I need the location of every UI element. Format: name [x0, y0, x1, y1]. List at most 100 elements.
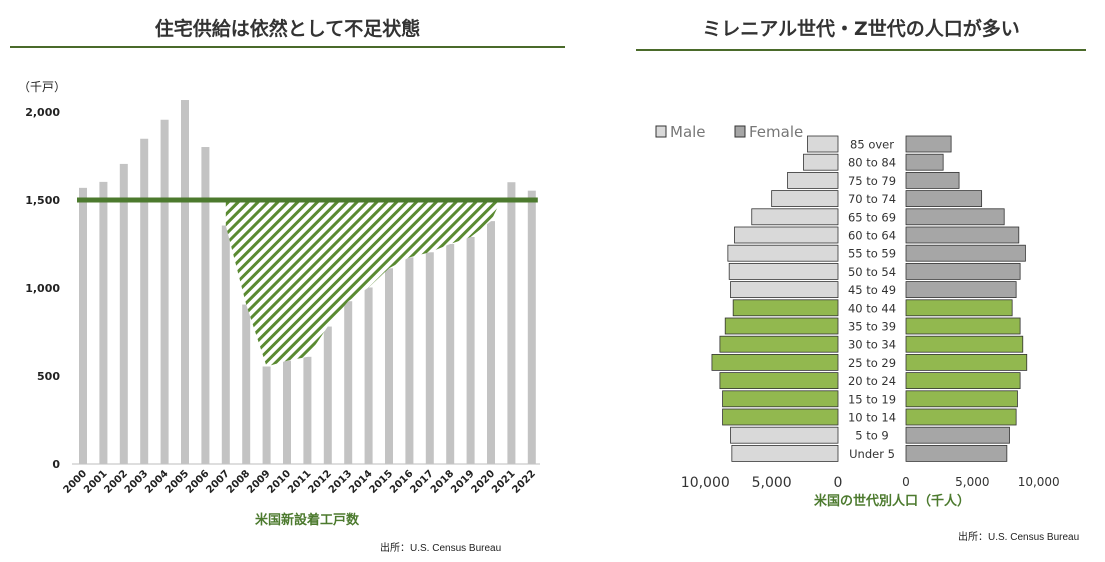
bar-2011 — [303, 356, 312, 464]
y-unit-label: （千戸） — [18, 80, 66, 94]
bar-2013 — [344, 301, 353, 464]
bar-2001 — [99, 181, 108, 464]
age-group-label: 85 over — [850, 138, 894, 152]
bar-2015 — [385, 268, 393, 464]
female-bar — [905, 299, 1013, 317]
bar-2008 — [242, 304, 251, 464]
male-bar — [731, 444, 839, 462]
legend-male-label: Male — [670, 123, 706, 141]
male-bar — [807, 135, 839, 153]
x-axis-title: 米国の世代別人口（千人） — [814, 493, 970, 509]
x-tick-label-right: 0 — [902, 475, 910, 489]
bar-2005 — [181, 100, 189, 465]
male-bar — [727, 244, 839, 262]
male-bar — [751, 208, 839, 226]
age-group-label: 15 to 19 — [848, 392, 896, 406]
supply-shortfall-area — [225, 200, 502, 367]
male-bar — [728, 262, 839, 280]
age-group-label: 55 to 59 — [848, 247, 896, 261]
left-chart-title: 住宅供給は依然として不足状態 — [154, 18, 421, 40]
bar-2010 — [283, 360, 291, 464]
male-bar — [724, 317, 839, 335]
y-tick-label: 500 — [37, 370, 60, 383]
legend-female-label: Female — [749, 123, 803, 141]
male-bar — [803, 153, 839, 171]
bar-2021 — [507, 182, 516, 464]
male-bar — [722, 390, 839, 408]
legend-female-swatch — [734, 125, 746, 138]
legend-male-swatch — [655, 125, 667, 138]
age-group-label: 50 to 54 — [848, 265, 896, 279]
x-tick-label-left: 0 — [834, 475, 843, 491]
left-source-note: 出所：U.S. Census Bureau — [380, 543, 502, 554]
bar-2002 — [119, 163, 128, 465]
age-group-label: 60 to 64 — [848, 229, 896, 243]
female-bar — [905, 262, 1021, 280]
bar-2004 — [160, 119, 169, 464]
y-tick-label: 1,500 — [25, 194, 60, 207]
bar-2006 — [201, 147, 210, 465]
age-group-label: 40 to 44 — [848, 301, 896, 315]
bar-2007 — [221, 225, 230, 464]
male-bar — [734, 226, 839, 244]
age-group-label: 70 to 74 — [848, 192, 896, 206]
y-tick-label: 0 — [52, 458, 60, 471]
bar-2017 — [425, 252, 434, 464]
female-bar — [905, 372, 1021, 390]
x-tick-label-right: 5,000 — [955, 475, 989, 489]
age-group-label: 10 to 14 — [848, 411, 896, 425]
bar-2000 — [79, 187, 87, 464]
female-bar — [905, 281, 1017, 299]
bar-2019 — [466, 236, 475, 464]
y-tick-label: 1,000 — [25, 282, 60, 295]
male-bar — [719, 335, 839, 353]
x-tick-label-left: 5,000 — [752, 475, 792, 491]
age-group-label: 75 to 79 — [848, 174, 896, 188]
bar-2012 — [323, 326, 332, 464]
y-tick-label: 2,000 — [25, 106, 60, 119]
age-group-label: 25 to 29 — [848, 356, 896, 370]
age-group-label: 30 to 34 — [848, 338, 896, 352]
age-group-label: 5 to 9 — [855, 429, 889, 443]
x-tick-label: 2022 — [510, 468, 537, 495]
age-group-label: 65 to 69 — [848, 210, 896, 224]
left-title-underline — [10, 46, 565, 48]
female-bar — [905, 172, 960, 189]
bar-2020 — [487, 221, 495, 464]
age-group-label: Under 5 — [849, 447, 895, 461]
male-bar — [730, 281, 839, 299]
male-bar — [732, 299, 839, 317]
female-bar — [905, 226, 1020, 244]
male-bar — [719, 372, 839, 390]
right-source-note: 出所：U.S. Census Bureau — [958, 532, 1080, 543]
male-bar — [771, 190, 839, 207]
bar-2018 — [446, 244, 455, 464]
x-axis-title: 米国新設着工戸数 — [255, 512, 360, 528]
legend: Male Female — [655, 123, 803, 141]
female-bar — [905, 444, 1008, 462]
female-bar — [905, 390, 1018, 408]
age-group-label: 80 to 84 — [848, 156, 896, 170]
bar-2009 — [262, 366, 271, 464]
female-bar — [905, 208, 1005, 226]
female-bar — [905, 244, 1026, 262]
x-tick-label-left: 10,000 — [681, 475, 730, 491]
female-bar — [905, 426, 1010, 444]
age-group-label: 20 to 24 — [848, 374, 896, 388]
male-bar — [711, 353, 839, 371]
x-tick-label-right: 10,000 — [1018, 475, 1060, 489]
female-bar — [905, 135, 952, 153]
female-bar — [905, 153, 944, 171]
female-bar — [905, 317, 1021, 335]
female-bar — [905, 353, 1028, 371]
male-bar — [730, 426, 839, 444]
right-chart-title: ミレニアル世代・Z世代の人口が多い — [702, 18, 1020, 40]
female-bar — [905, 408, 1017, 426]
female-bar — [905, 190, 983, 207]
population-pyramid-chart: Male Female 85 over 80 to 84 75 to 79 70 to… — [655, 123, 1060, 509]
bar-2016 — [405, 257, 414, 464]
age-group-label: 35 to 39 — [848, 320, 896, 334]
female-bar — [905, 335, 1024, 353]
male-bar — [722, 408, 839, 426]
